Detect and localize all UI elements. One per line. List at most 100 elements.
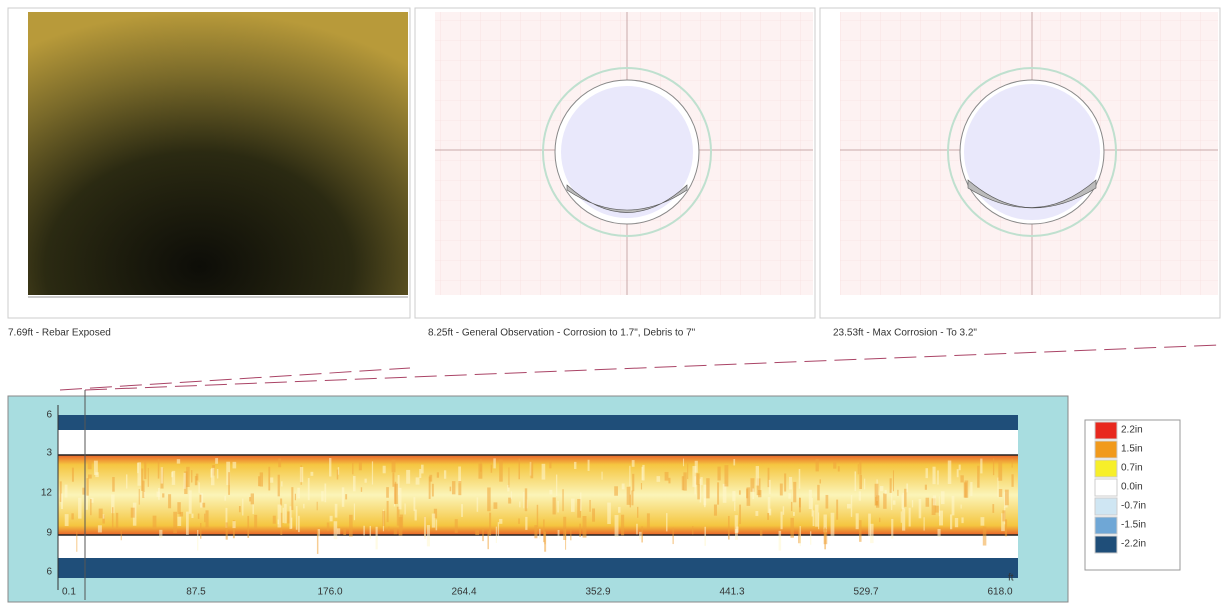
texture-speck (955, 518, 958, 527)
texture-speck (487, 487, 490, 511)
texture-speck (345, 494, 347, 499)
texture-speck (226, 522, 228, 539)
texture-speck (758, 490, 761, 497)
texture-speck (394, 484, 398, 504)
photo-panel (8, 8, 410, 318)
texture-speck (349, 515, 353, 537)
texture-speck (317, 531, 318, 554)
texture-speck (935, 506, 939, 513)
texture-speck (622, 484, 625, 490)
texture-speck (901, 511, 902, 522)
texture-speck (639, 532, 642, 540)
texture-speck (544, 532, 546, 552)
texture-speck (172, 471, 175, 485)
texture-speck (800, 526, 801, 546)
texture-speck (657, 476, 661, 482)
texture-speck (525, 488, 527, 511)
texture-speck (210, 469, 212, 478)
texture-speck (415, 510, 417, 521)
texture-speck (364, 479, 366, 483)
texture-speck (421, 465, 424, 474)
texture-speck (919, 499, 922, 518)
texture-speck (733, 459, 735, 465)
texture-speck (352, 463, 353, 474)
texture-speck (553, 497, 556, 514)
texture-speck (1011, 474, 1013, 487)
profile-panel (415, 8, 815, 318)
texture-speck (298, 516, 300, 532)
texture-speck (372, 461, 373, 484)
texture-speck (714, 504, 717, 515)
texture-speck (980, 459, 982, 474)
texture-speck (455, 519, 458, 533)
texture-speck (278, 475, 280, 497)
texture-speck (924, 517, 925, 530)
texture-speck (993, 458, 994, 475)
texture-speck (831, 513, 835, 536)
texture-speck (879, 518, 880, 522)
texture-speck (614, 486, 618, 495)
texture-speck (983, 527, 987, 546)
texture-speck (370, 526, 371, 539)
texture-speck (475, 530, 479, 535)
texture-speck (112, 507, 113, 527)
texture-speck (153, 516, 157, 528)
texture-speck (498, 522, 499, 536)
texture-speck (432, 484, 434, 497)
texture-speck (836, 500, 838, 520)
texture-speck (270, 477, 273, 482)
legend-swatch (1095, 517, 1117, 534)
texture-speck (697, 484, 700, 499)
texture-speck (824, 529, 828, 544)
texture-speck (621, 515, 624, 536)
page: 7.69ft - Rebar Exposed 8.25ft - General … (0, 0, 1222, 604)
texture-speck (570, 530, 571, 540)
texture-speck (121, 531, 122, 540)
texture-speck (589, 500, 590, 512)
legend-swatch (1095, 422, 1117, 439)
texture-speck (186, 512, 189, 535)
texture-speck (204, 514, 205, 523)
texture-speck (859, 491, 861, 500)
texture-speck (583, 516, 587, 538)
texture-speck (398, 488, 401, 509)
texture-speck (496, 527, 497, 543)
texture-speck (103, 514, 105, 518)
texture-speck (281, 481, 282, 486)
texture-speck (717, 482, 719, 504)
texture-speck (71, 513, 73, 519)
texture-speck (704, 527, 706, 546)
texture-speck (189, 490, 192, 513)
panel-caption: 8.25ft - General Observation - Corrosion… (428, 328, 696, 339)
texture-speck (98, 525, 102, 532)
legend-label: 0.7in (1121, 463, 1143, 474)
texture-speck (893, 470, 894, 491)
texture-speck (228, 472, 230, 495)
texture-speck (820, 479, 821, 483)
texture-speck (327, 523, 330, 531)
texture-speck (549, 490, 552, 495)
texture-speck (392, 473, 394, 487)
texture-speck (432, 514, 435, 528)
texture-speck (682, 476, 684, 490)
texture-speck (780, 484, 783, 496)
texture-speck (202, 503, 205, 508)
texture-speck (537, 505, 538, 527)
texture-speck (793, 482, 796, 502)
texture-speck (65, 514, 69, 526)
legend-label: 0.0in (1121, 482, 1143, 493)
texture-speck (168, 494, 171, 508)
pipe-bore (964, 84, 1100, 220)
texture-speck (191, 470, 192, 482)
texture-speck (88, 475, 92, 479)
texture-speck (303, 504, 304, 509)
legend-swatch (1095, 479, 1117, 496)
texture-speck (902, 495, 903, 509)
texture-speck (518, 518, 520, 523)
texture-speck (970, 482, 972, 496)
texture-speck (739, 505, 741, 524)
texture-speck (416, 477, 420, 484)
legend-label: -1.5in (1121, 520, 1146, 531)
texture-speck (723, 484, 727, 503)
texture-speck (310, 472, 313, 476)
